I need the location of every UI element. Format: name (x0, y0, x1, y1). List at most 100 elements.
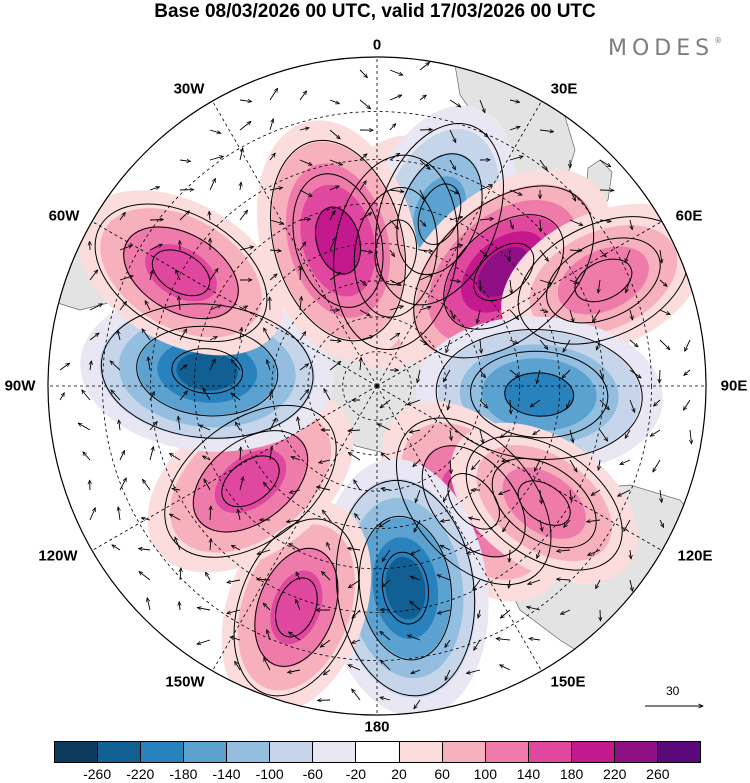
wind-vector-311 (528, 579, 541, 584)
colorbar-tick-label: 140 (516, 766, 541, 782)
wind-vector-97 (176, 270, 181, 281)
anomaly-weddell-high-level-4 (314, 206, 362, 275)
wind-vector-71 (569, 219, 583, 225)
wind-vector-202 (178, 416, 180, 431)
anomaly-australia-east-high-streamline-3 (465, 435, 623, 571)
anomaly-weddell-high-streamline-3 (269, 139, 407, 342)
lon-label-90w: 90W (4, 377, 36, 395)
wind-vector-225 (240, 447, 241, 461)
anomaly-east-pacific-high-level-3 (214, 449, 287, 514)
wind-vector-239 (653, 459, 661, 472)
wind-vector-264 (210, 506, 211, 521)
parallel-20s (102, 111, 652, 661)
wind-vector-25 (179, 160, 191, 161)
wind-vector-34 (449, 159, 456, 170)
wind-vector-136 (142, 329, 151, 341)
wind-vector-92 (625, 249, 631, 263)
wind-vector-114 (89, 303, 103, 311)
anomaly-new-zealand-low-streamline-2 (358, 515, 453, 661)
anomaly-drake-low-streamline-2 (136, 325, 279, 417)
wind-vector-110 (569, 279, 578, 284)
wind-vector-20 (419, 130, 432, 131)
wind-vector-190 (448, 399, 450, 410)
wind-vector-306 (382, 579, 391, 587)
anomaly-south-atlantic-low-streamline-2 (396, 153, 483, 276)
wind-vector-141 (299, 332, 306, 341)
anomaly-new-zealand-low-streamline-1 (381, 551, 430, 625)
wind-vector-197 (654, 399, 661, 406)
wind-vector-4 (269, 88, 278, 101)
wind-vector-255 (540, 489, 542, 504)
colorbar-swatch-0 (55, 742, 99, 762)
anomaly-weddell-high (256, 120, 420, 361)
wind-vector-87 (479, 249, 488, 257)
wind-vector-331 (197, 639, 211, 644)
wind-vector-280 (112, 545, 121, 551)
wind-vector-3 (239, 100, 252, 102)
wind-vector-327 (500, 609, 511, 618)
wind-vector-238 (620, 459, 631, 465)
wind-vector-289 (382, 549, 391, 561)
wind-vector-60 (239, 210, 248, 221)
wind-vector-7 (359, 99, 371, 109)
wind-vector-9 (419, 95, 426, 101)
wind-vector-308 (437, 575, 451, 581)
wind-vector-27 (239, 148, 243, 161)
wind-vector-279 (659, 519, 665, 528)
wind-vector-84 (389, 249, 395, 257)
anomaly-south-pacific-high (221, 501, 372, 714)
wind-vector-107 (480, 279, 481, 291)
wind-vector-146 (446, 339, 451, 353)
wind-vector-8 (389, 95, 402, 101)
anomaly-south-africa-high-streamline-1 (473, 242, 535, 302)
wind-vector-297 (630, 549, 631, 559)
wind-vector-138 (209, 336, 217, 341)
wind-vector-218 (650, 429, 661, 436)
wind-vector-318 (227, 609, 241, 614)
wind-vector-288 (348, 548, 361, 550)
wind-vector-149 (539, 339, 548, 349)
wind-vector-151 (596, 339, 601, 350)
colorbar-tick-label: 100 (473, 766, 498, 782)
wind-vector-2 (419, 62, 430, 71)
anomaly-south-pacific-high-streamline-2 (254, 547, 339, 667)
wind-vector-184 (270, 390, 272, 401)
wind-vector-254 (499, 489, 511, 494)
wind-vector-143 (359, 336, 373, 341)
wind-vector-160 (209, 359, 216, 371)
anomaly-south-pacific-high-streamline-1 (275, 577, 318, 638)
colorbar-tick-label: -20 (345, 766, 367, 782)
wind-vector-159 (179, 365, 187, 371)
anomaly-indian-ocean-low-streamline-1 (504, 372, 575, 417)
wind-vector-354 (352, 689, 361, 701)
wind-vector-298 (139, 572, 151, 581)
meridian-120 (376, 385, 663, 551)
wind-vector-234 (502, 460, 511, 461)
wind-vector-44 (269, 188, 283, 191)
wind-vector-37 (539, 159, 547, 171)
wind-vector-14 (239, 121, 251, 131)
wind-vector-273 (469, 518, 481, 520)
wind-vector-57 (149, 220, 164, 221)
wind-vector-82 (329, 238, 337, 251)
wind-vector-262 (141, 518, 151, 520)
wind-vector-103 (359, 279, 367, 286)
lon-label-120w: 120W (38, 547, 78, 565)
meridian-300 (91, 221, 378, 387)
colorbar-swatch-11 (528, 742, 572, 762)
wind-vector-282 (175, 537, 181, 551)
colorbar-tick-label: 180 (559, 766, 584, 782)
wind-vector-179 (111, 390, 121, 401)
wind-vector-113 (659, 279, 667, 286)
wind-vector-36 (509, 156, 523, 161)
wind-vector-173 (599, 369, 603, 379)
wind-vector-26 (209, 156, 223, 161)
wind-vector-85 (419, 250, 433, 251)
wind-vector-338 (408, 635, 421, 641)
wind-vector-305 (348, 579, 361, 588)
anomaly-dakar-high-streamline-3 (333, 154, 459, 351)
anomaly-australia-high-streamline-3 (395, 417, 552, 586)
wind-vector-109 (539, 279, 552, 284)
colorbar-tick-label: -180 (169, 766, 198, 782)
wind-vector-46 (329, 185, 339, 191)
